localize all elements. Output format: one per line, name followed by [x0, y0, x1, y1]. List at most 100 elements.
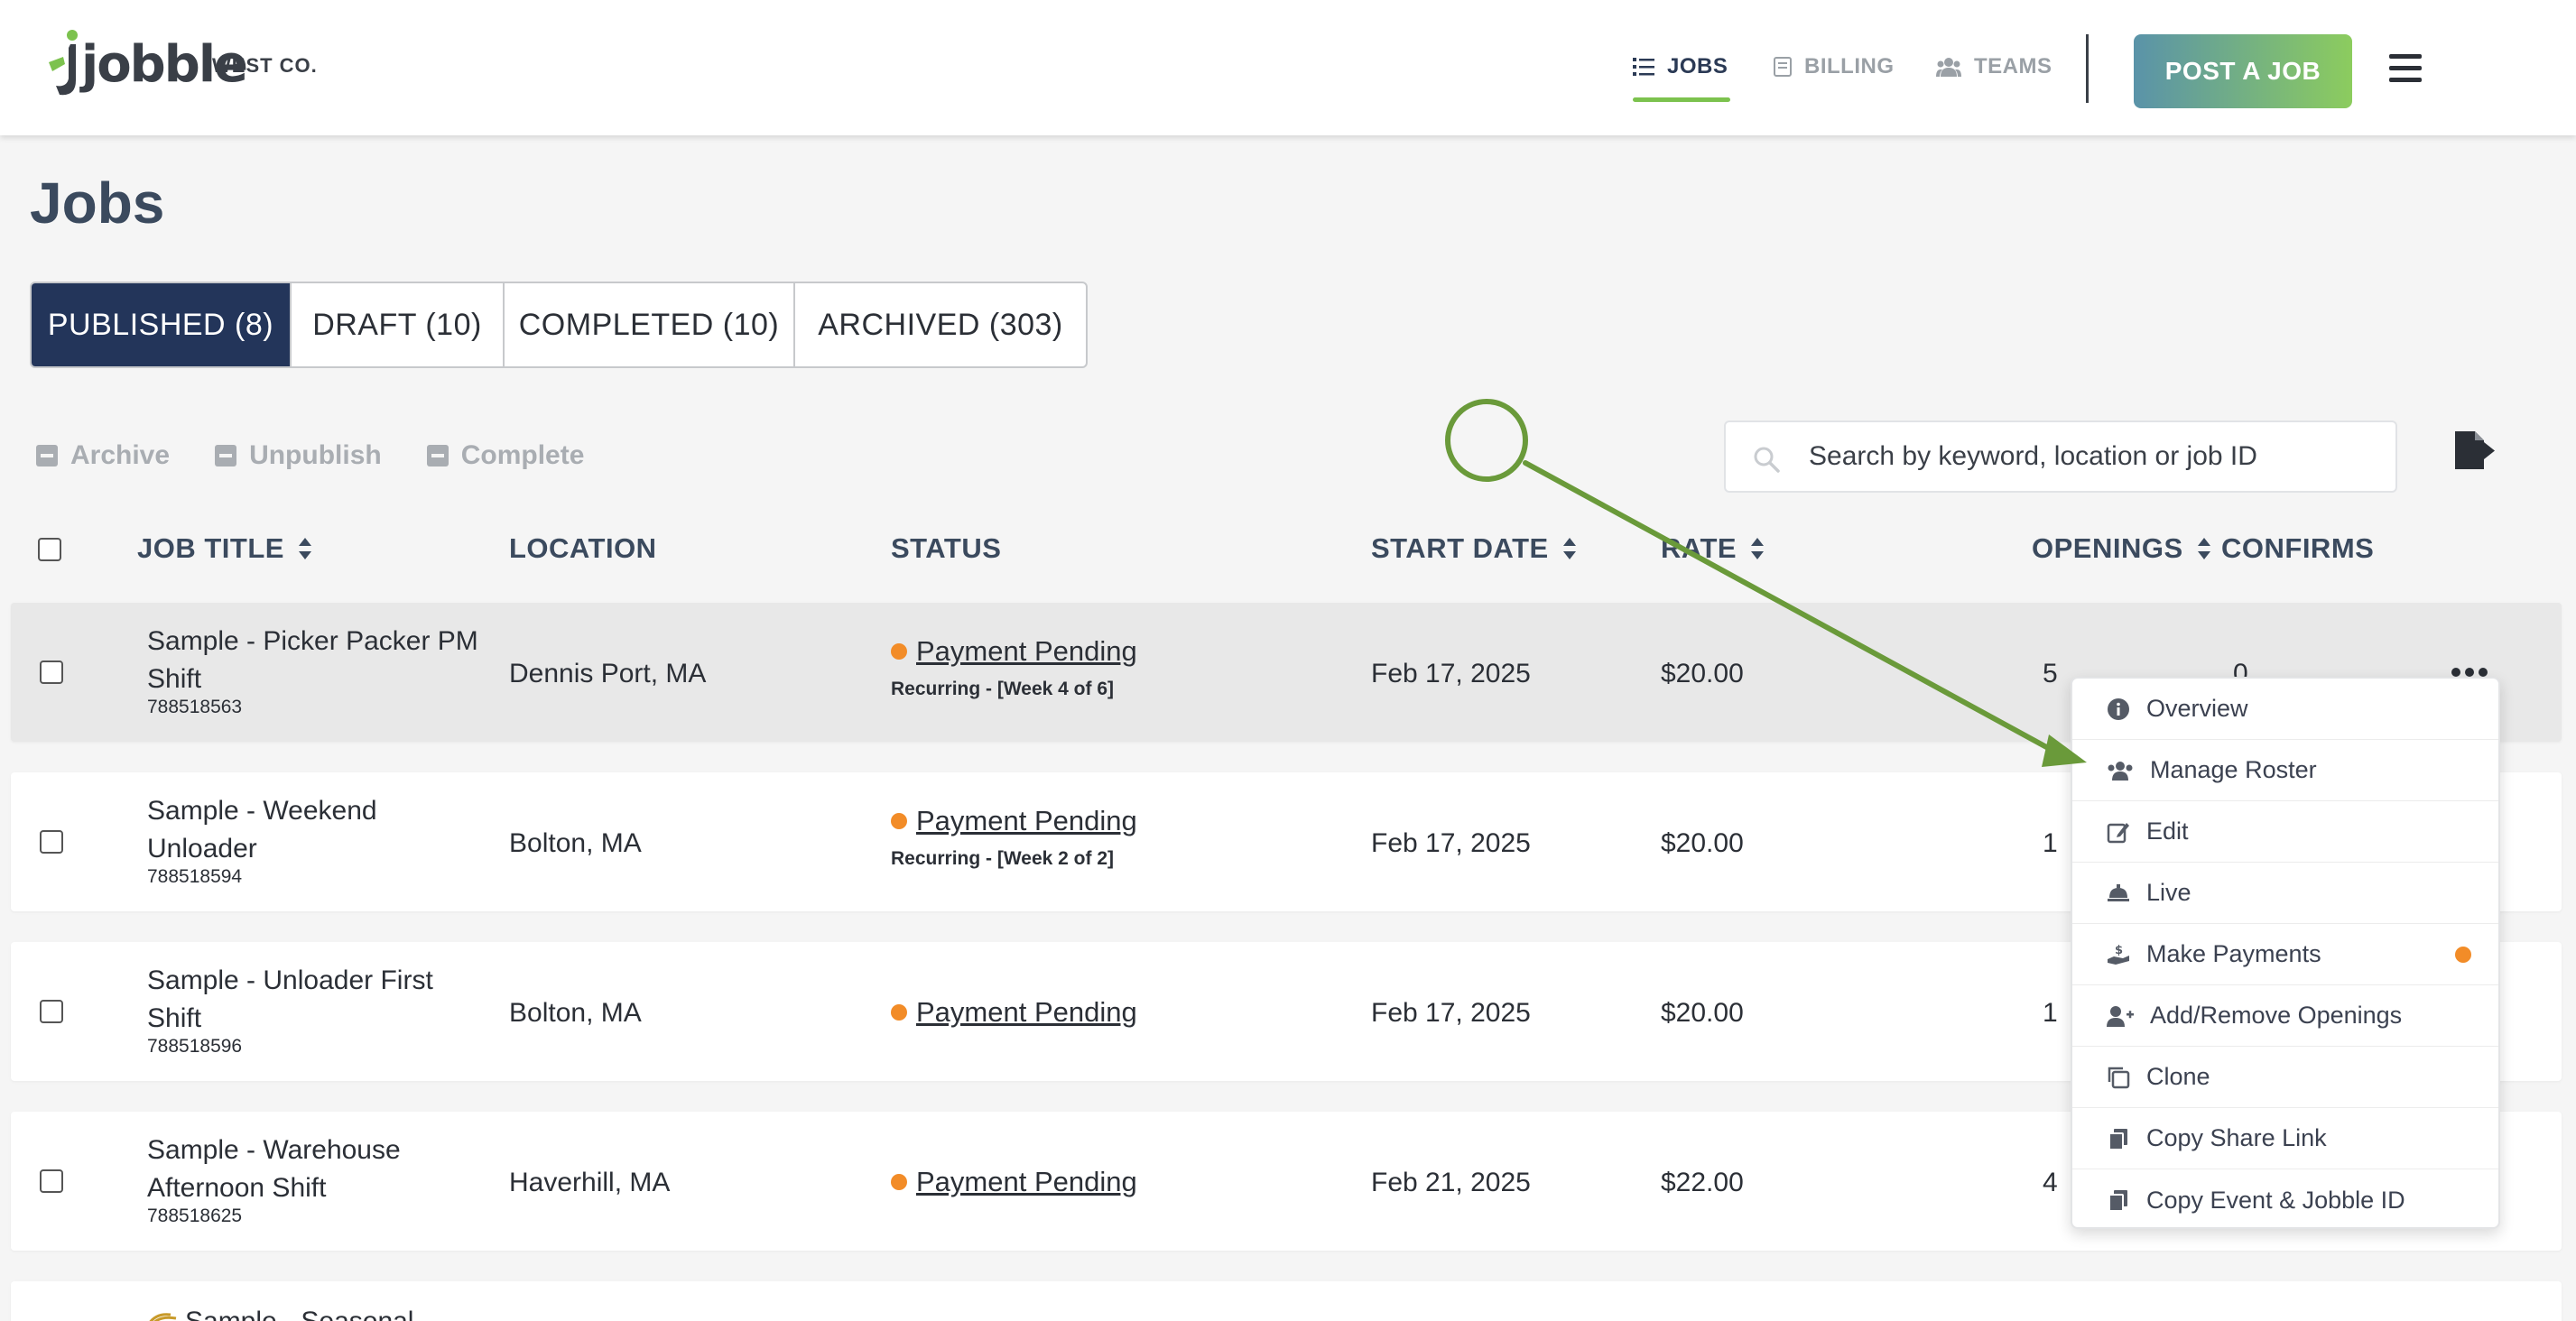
copy-icon	[2108, 1190, 2127, 1212]
menu-item-edit[interactable]: Edit	[2072, 801, 2498, 863]
col-openings-label: OPENINGS	[2032, 532, 2183, 564]
receipt-icon	[1774, 57, 1792, 77]
col-job-title-label: JOB TITLE	[137, 532, 284, 564]
more-options-icon[interactable]	[2451, 668, 2488, 677]
status-label: Payment Pending	[916, 996, 1137, 1028]
row-checkbox[interactable]	[40, 660, 63, 684]
recurring-label: Recurring - [Week 2 of 2]	[891, 848, 1114, 869]
col-job-title[interactable]: JOB TITLE	[137, 532, 311, 565]
status-dot	[891, 1174, 907, 1190]
row-checkbox[interactable]	[40, 830, 63, 854]
nav-billing[interactable]: BILLING	[1774, 54, 1895, 79]
menu-item-label: Add/Remove Openings	[2150, 1002, 2403, 1029]
nav-billing-label: BILLING	[1804, 54, 1895, 79]
tab-completed[interactable]: COMPLETED (10)	[505, 283, 795, 366]
archive-button[interactable]: Archive	[36, 440, 170, 471]
unpublish-button[interactable]: Unpublish	[215, 440, 382, 471]
status-link[interactable]: Payment Pending	[891, 805, 1137, 837]
job-title[interactable]: Sample - Unloader First Shift	[147, 965, 433, 1033]
status-cell: Payment Pending	[891, 1166, 1137, 1198]
company-name: WEST CO.	[212, 54, 318, 77]
status-dot	[891, 643, 907, 660]
menu-item-copy-event-id[interactable]: Copy Event & Jobble ID	[2072, 1169, 2498, 1231]
status-dot	[891, 1004, 907, 1021]
menu-item-label: Live	[2146, 879, 2191, 906]
col-openings[interactable]: OPENINGS	[2032, 532, 2210, 565]
svg-text:$: $	[2115, 944, 2123, 957]
logo[interactable]: jobble	[45, 23, 248, 105]
tab-archived[interactable]: ARCHIVED (303)	[818, 307, 1063, 342]
status-cell: Payment Pending Recurring - [Week 4 of 6…	[891, 635, 1137, 700]
select-all-checkbox[interactable]	[38, 538, 61, 561]
archive-icon	[36, 445, 58, 467]
col-confirms: CONFIRMS	[2221, 532, 2374, 565]
tab-published[interactable]: PUBLISHED (8)	[32, 283, 292, 366]
job-location: Bolton, MA	[509, 998, 642, 1028]
status-label: Payment Pending	[916, 635, 1137, 667]
menu-item-clone[interactable]: Clone	[2072, 1047, 2498, 1108]
menu-item-manage-roster[interactable]: Manage Roster	[2072, 740, 2498, 801]
click-indicator-circle	[1445, 399, 1528, 482]
col-start-date-label: START DATE	[1371, 532, 1549, 564]
col-confirms-label: CONFIRMS	[2221, 532, 2375, 564]
status-link[interactable]: Payment Pending	[891, 996, 1137, 1029]
sort-icon[interactable]	[1751, 538, 1765, 559]
nav-teams[interactable]: TEAMS	[1936, 54, 2052, 79]
job-title[interactable]: Sample - Warehouse Afternoon Shift	[147, 1135, 401, 1203]
row-checkbox[interactable]	[40, 1169, 63, 1193]
job-title[interactable]: Sample - Seasonal	[185, 1303, 413, 1321]
unpublish-label: Unpublish	[249, 440, 382, 470]
job-location: Dennis Port, MA	[509, 659, 707, 688]
sort-icon[interactable]	[1562, 538, 1576, 559]
menu-item-add-remove-openings[interactable]: Add/Remove Openings	[2072, 985, 2498, 1047]
page-title: Jobs	[30, 171, 165, 236]
menu-item-live[interactable]: Live	[2072, 863, 2498, 924]
menu-item-copy-share-link[interactable]: Copy Share Link	[2072, 1108, 2498, 1169]
list-icon	[1633, 58, 1654, 76]
hand-dollar-icon: $	[2108, 944, 2129, 965]
openings: 4	[2043, 1168, 2058, 1197]
menu-item-make-payments[interactable]: $ Make Payments	[2072, 924, 2498, 985]
menu-item-label: Copy Share Link	[2146, 1124, 2327, 1151]
search-icon	[1754, 447, 1780, 473]
sort-icon[interactable]	[298, 538, 311, 559]
start-date: Feb 17, 2025	[1371, 998, 1531, 1028]
menu-item-overview[interactable]: Overview	[2072, 679, 2498, 740]
file-export-icon[interactable]	[2451, 430, 2497, 471]
search-box	[1724, 420, 2397, 493]
table-row[interactable]: Sample - Seasonal	[11, 1281, 2562, 1321]
row-checkbox[interactable]	[40, 1000, 63, 1023]
status-link[interactable]: Payment Pending	[891, 1166, 1137, 1198]
col-status: STATUS	[891, 532, 1001, 565]
bell-service-icon	[2108, 883, 2129, 901]
status-link[interactable]: Payment Pending	[891, 635, 1137, 668]
rate: $20.00	[1661, 998, 1744, 1028]
job-title-cell: Sample - Unloader First Shift 788518596	[147, 962, 481, 1058]
col-rate[interactable]: RATE	[1661, 532, 1765, 565]
nav-jobs-label: JOBS	[1667, 54, 1728, 79]
col-start-date[interactable]: START DATE	[1371, 532, 1576, 565]
hamburger-icon[interactable]	[2389, 54, 2422, 83]
job-title[interactable]: Sample - Weekend Unloader	[147, 796, 377, 864]
post-job-button[interactable]: POST A JOB	[2134, 34, 2352, 108]
job-title[interactable]: Sample - Picker Packer PM Shift	[147, 626, 478, 694]
edit-icon	[2107, 822, 2129, 843]
search-input[interactable]	[1809, 422, 2386, 491]
job-title-cell: Sample - Seasonal	[147, 1303, 413, 1321]
col-location: LOCATION	[509, 532, 657, 565]
menu-item-label: Clone	[2146, 1063, 2210, 1090]
status-label: Payment Pending	[916, 1166, 1137, 1197]
sort-icon[interactable]	[2197, 538, 2210, 559]
tab-draft[interactable]: DRAFT (10)	[292, 283, 505, 366]
recurring-label: Recurring - [Week 4 of 6]	[891, 679, 1114, 699]
complete-label: Complete	[460, 440, 585, 470]
menu-item-label: Make Payments	[2146, 940, 2321, 967]
notification-dot	[2455, 947, 2471, 963]
top-bar: jobble WEST CO. JOBS BILLING TEAMS POST …	[0, 0, 2576, 135]
start-date: Feb 17, 2025	[1371, 828, 1531, 858]
nav-jobs[interactable]: JOBS	[1633, 54, 1728, 79]
job-id: 788518594	[147, 866, 243, 887]
col-rate-label: RATE	[1661, 532, 1737, 564]
status-dot	[891, 813, 907, 829]
complete-button[interactable]: Complete	[426, 440, 585, 471]
